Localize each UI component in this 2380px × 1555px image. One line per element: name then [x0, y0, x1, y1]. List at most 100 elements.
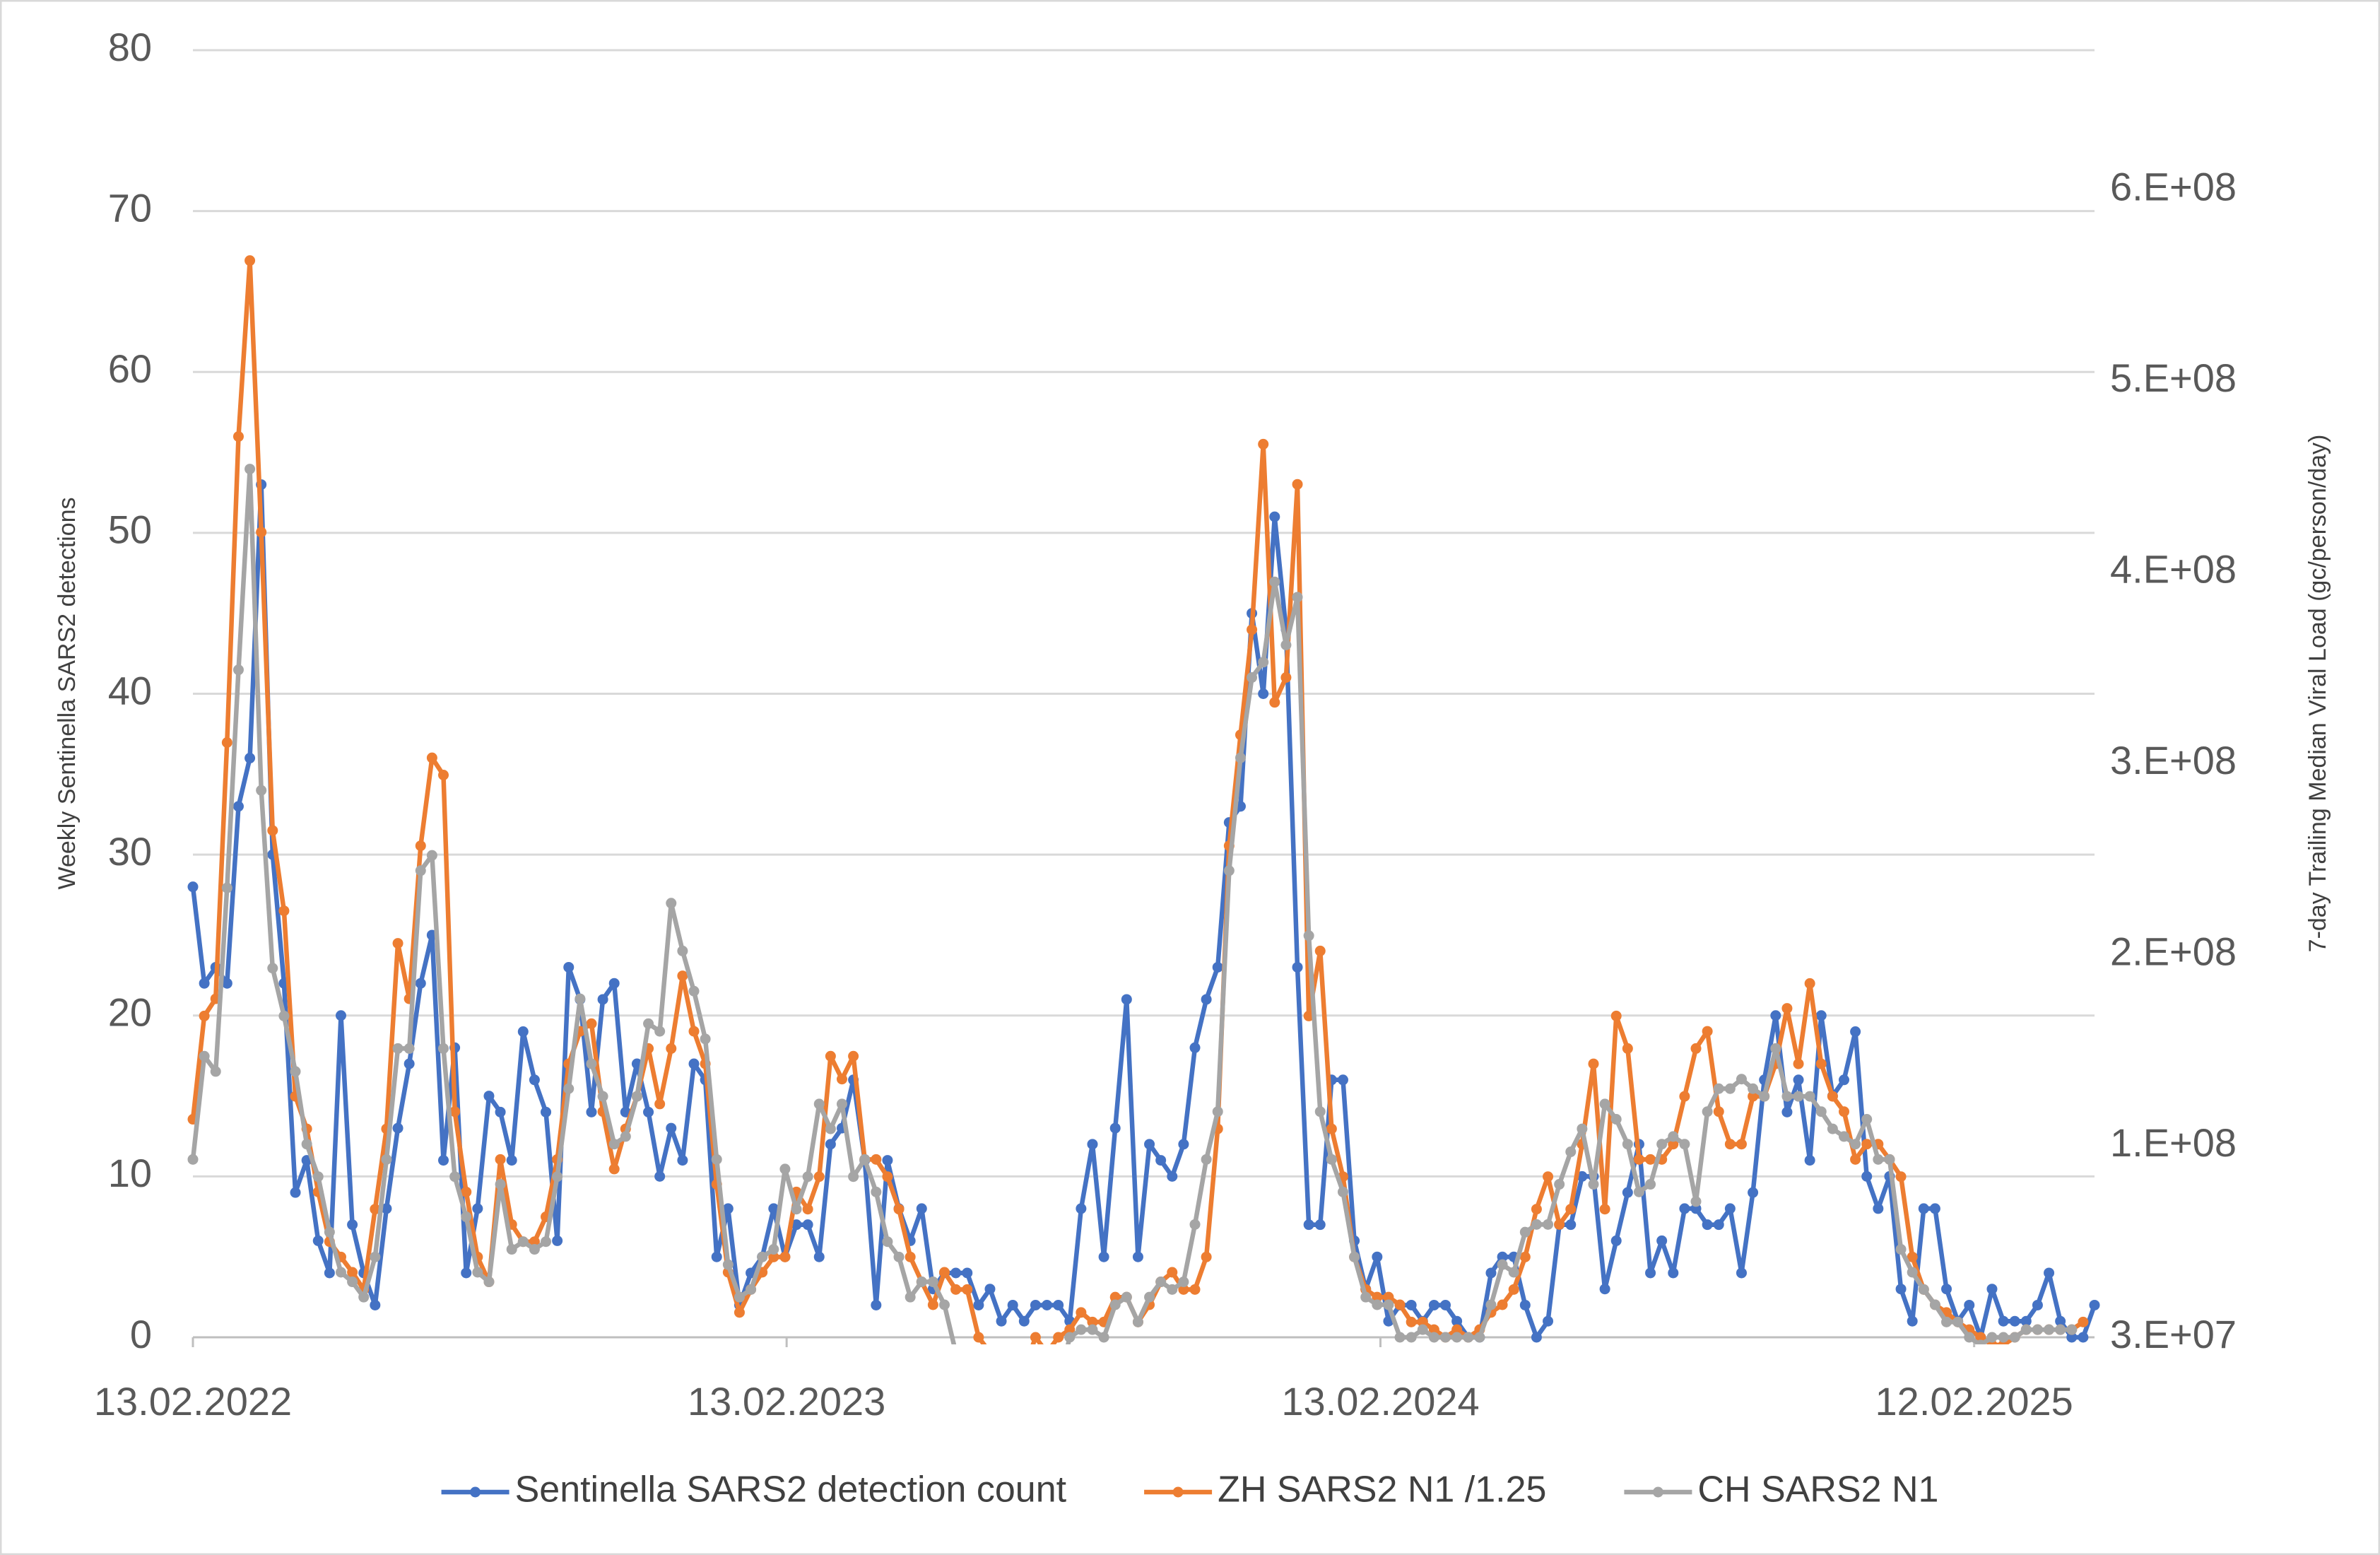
series-line [190, 482, 2097, 1340]
data-point [848, 1171, 859, 1183]
data-point [1212, 1106, 1223, 1117]
legend-marker [470, 1486, 481, 1498]
y-axis-title: Weekly Sentinella SARS2 detections [54, 497, 81, 889]
data-point [1679, 1091, 1690, 1102]
data-point [1713, 1083, 1724, 1094]
data-point [232, 664, 244, 676]
data-point [449, 1171, 461, 1183]
data-point [973, 1332, 984, 1343]
data-point [1815, 1010, 1827, 1021]
data-point [392, 1043, 403, 1054]
data-point [905, 1251, 916, 1262]
data-point [1964, 1299, 1975, 1310]
data-point [1781, 1091, 1793, 1102]
data-point [517, 1026, 529, 1038]
data-point [1724, 1139, 1736, 1150]
data-point [1030, 1299, 1041, 1310]
data-point [1258, 688, 1269, 699]
data-point [654, 1098, 666, 1110]
data-point [1121, 994, 1132, 1005]
data-point [1759, 1091, 1770, 1102]
data-point [1053, 1299, 1064, 1310]
data-point [1531, 1219, 1542, 1230]
data-point [1087, 1316, 1098, 1327]
data-point [1918, 1284, 1929, 1295]
data-point [1018, 1315, 1030, 1327]
y2-tick-label: 3.E+08 [2110, 738, 2237, 782]
data-point [1964, 1332, 1975, 1343]
data-point [1053, 1332, 1064, 1343]
data-point [1793, 1091, 1804, 1102]
data-point [347, 1267, 358, 1278]
data-point [1440, 1332, 1451, 1343]
data-point [1314, 1219, 1326, 1231]
data-point [643, 1018, 654, 1029]
data-point [2055, 1315, 2066, 1327]
data-point [802, 1219, 813, 1231]
data-point [1451, 1324, 1463, 1335]
data-point [2066, 1324, 2078, 1335]
data-point [1292, 961, 1303, 973]
data-point [1861, 1139, 1873, 1150]
data-point [1702, 1106, 1713, 1117]
data-point [2044, 1267, 2055, 1279]
data-point [2020, 1324, 2032, 1335]
legend-label: ZH SARS2 N1 /1.25 [1218, 1469, 1546, 1510]
data-point [1189, 1219, 1201, 1230]
data-point [1314, 1106, 1326, 1117]
data-point [1247, 624, 1258, 635]
data-point [267, 825, 278, 836]
data-point [1884, 1154, 1895, 1165]
data-point [631, 1091, 642, 1102]
data-point [608, 1163, 620, 1175]
data-point [1781, 1003, 1793, 1014]
data-point [392, 938, 403, 949]
data-point [541, 1106, 552, 1117]
data-point [905, 1291, 916, 1303]
data-point [1895, 1244, 1907, 1255]
data-point [962, 1267, 973, 1279]
legend-marker [1652, 1486, 1663, 1498]
data-point [495, 1154, 506, 1165]
data-point [529, 1244, 540, 1255]
data-point [1633, 1154, 1644, 1165]
data-point [586, 1058, 597, 1069]
data-point [1929, 1203, 1940, 1214]
data-point [1827, 1123, 1838, 1134]
data-point [1189, 1042, 1201, 1053]
data-point [1781, 1106, 1793, 1117]
data-point [1042, 1299, 1053, 1310]
data-point [1941, 1284, 1952, 1295]
data-point [1724, 1203, 1736, 1214]
data-point [426, 850, 437, 861]
data-point [1998, 1315, 2009, 1327]
data-point [1314, 945, 1326, 956]
data-point [1519, 1251, 1531, 1262]
data-point [586, 1106, 597, 1117]
data-point [768, 1251, 779, 1262]
data-point [654, 1026, 666, 1037]
data-point [210, 1066, 221, 1077]
data-point [552, 1235, 563, 1246]
data-point [1815, 1058, 1827, 1069]
data-point [1986, 1284, 1998, 1295]
data-point [1827, 1091, 1838, 1102]
data-point [483, 1091, 495, 1102]
data-point [893, 1251, 905, 1262]
data-point [1178, 1277, 1189, 1288]
data-point [1610, 1235, 1622, 1246]
data-point [1690, 1196, 1702, 1207]
data-point [1247, 672, 1258, 683]
data-point [1815, 1106, 1827, 1117]
data-point [347, 1219, 358, 1231]
data-point [802, 1204, 813, 1215]
data-point [779, 1163, 791, 1175]
data-point [1543, 1171, 1554, 1183]
data-point [836, 1098, 847, 1110]
data-point [232, 801, 244, 812]
data-point [620, 1131, 631, 1142]
data-point [597, 1091, 608, 1102]
data-point [1668, 1267, 1679, 1279]
data-point [700, 1033, 711, 1045]
data-point [506, 1244, 517, 1255]
